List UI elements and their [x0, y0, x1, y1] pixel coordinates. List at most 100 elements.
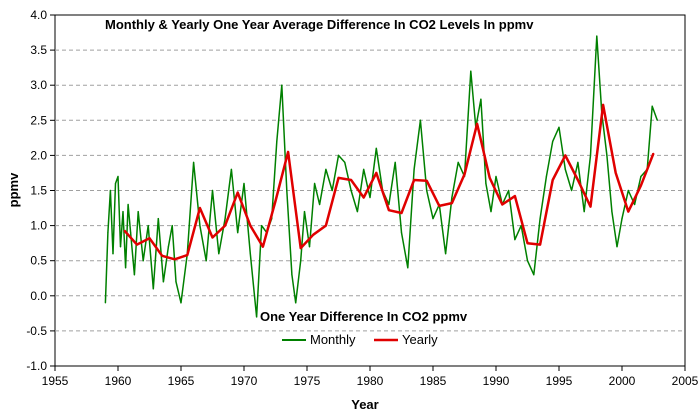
y-tick-label: 1.5 — [30, 184, 47, 198]
y-tick-label: 3.0 — [30, 78, 47, 92]
x-tick-label: 1955 — [42, 374, 69, 388]
data-point-monthly — [276, 140, 278, 142]
data-point-monthly — [400, 232, 403, 234]
y-tick-label: 0.5 — [30, 254, 47, 268]
data-point-monthly — [167, 246, 169, 248]
data-point-monthly — [356, 210, 358, 213]
x-tick-label: 2000 — [609, 374, 636, 388]
data-point-monthly — [616, 246, 618, 248]
data-point-monthly — [495, 175, 497, 178]
legend-label-monthly: Monthly — [310, 332, 356, 347]
axis-ticks: -1.0 -0.5 0.0 0.5 1.0 1.5 2.0 2.5 3.0 3.5 4.0 1955 1… — [26, 8, 698, 388]
data-point-yearly — [476, 123, 478, 125]
data-point-yearly — [237, 192, 239, 194]
data-point-yearly — [552, 179, 554, 181]
data-point-monthly — [640, 175, 642, 178]
data-point-monthly — [249, 253, 251, 255]
data-point-monthly — [313, 182, 316, 185]
y-tick-label: 2.0 — [30, 148, 47, 162]
data-point-monthly — [539, 217, 541, 220]
data-point-monthly — [237, 232, 239, 234]
data-point-monthly — [308, 246, 311, 248]
data-point-monthly — [137, 210, 139, 213]
data-point-yearly — [148, 237, 151, 239]
data-point-monthly — [303, 210, 306, 213]
data-point-monthly — [261, 225, 263, 227]
data-point-monthly — [230, 168, 232, 171]
data-point-monthly — [394, 161, 396, 164]
x-tick-label: 1975 — [294, 374, 321, 388]
x-tick-label: 1960 — [105, 374, 132, 388]
data-point-monthly — [157, 217, 159, 220]
x-tick-label: 1965 — [168, 374, 195, 388]
data-point-monthly — [162, 281, 164, 283]
data-point-monthly — [577, 161, 579, 164]
data-point-monthly — [291, 274, 293, 276]
data-point-monthly — [130, 232, 132, 234]
data-point-yearly — [388, 209, 390, 211]
data-point-monthly — [193, 161, 195, 164]
data-point-monthly — [445, 253, 447, 255]
data-point-monthly — [514, 239, 516, 241]
chart-title: Monthly & Yearly One Year Average Differ… — [105, 17, 534, 32]
data-point-yearly — [589, 206, 592, 208]
y-tick-label: 3.5 — [30, 43, 47, 57]
x-axis-title: Year — [351, 397, 378, 412]
data-point-yearly — [174, 258, 176, 260]
x-tick-label: 1990 — [483, 374, 510, 388]
data-point-yearly — [300, 247, 302, 249]
data-point-monthly — [485, 182, 487, 185]
data-point-monthly — [413, 168, 415, 171]
data-point-yearly — [489, 177, 491, 179]
data-point-yearly — [224, 225, 226, 227]
data-point-monthly — [300, 260, 302, 262]
data-point-monthly — [122, 210, 124, 213]
data-point-monthly — [508, 189, 510, 192]
data-point-yearly — [577, 179, 579, 181]
data-point-monthly — [363, 168, 365, 171]
data-point-monthly — [589, 154, 592, 156]
data-point-yearly — [211, 236, 214, 239]
data-point-monthly — [127, 203, 129, 206]
data-point-yearly — [501, 203, 503, 206]
data-point-monthly — [256, 316, 258, 318]
data-point-monthly — [369, 196, 371, 199]
data-point-monthly — [526, 260, 529, 262]
data-point-monthly — [325, 168, 327, 171]
data-point-monthly — [490, 210, 492, 213]
data-point-monthly — [350, 189, 352, 192]
data-point-yearly — [249, 225, 251, 227]
data-point-monthly — [180, 302, 182, 304]
data-point-monthly — [533, 274, 535, 276]
data-point-yearly — [287, 151, 289, 153]
data-point-yearly — [640, 184, 642, 187]
data-point-monthly — [426, 189, 428, 192]
data-point-yearly — [451, 202, 453, 204]
y-tick-label: 0.0 — [30, 289, 47, 303]
data-point-yearly — [539, 243, 541, 246]
data-point-yearly — [375, 172, 377, 174]
legend-label-yearly: Yearly — [402, 332, 438, 347]
data-point-yearly — [526, 242, 529, 244]
data-point-monthly — [218, 253, 220, 255]
data-point-monthly — [199, 225, 201, 227]
data-point-yearly — [400, 212, 403, 214]
data-point-monthly — [621, 217, 623, 220]
data-point-monthly — [611, 210, 613, 213]
data-point-monthly — [457, 161, 459, 164]
y-tick-label: -1.0 — [26, 359, 47, 373]
data-point-monthly — [656, 119, 658, 121]
data-point-monthly — [152, 288, 154, 290]
x-tick-label: 1970 — [231, 374, 258, 388]
data-point-yearly — [363, 196, 365, 199]
data-point-yearly — [627, 210, 629, 213]
data-point-monthly — [211, 189, 214, 192]
data-point-monthly — [124, 267, 127, 269]
data-point-monthly — [627, 189, 629, 192]
x-tick-label: 1995 — [546, 374, 573, 388]
data-point-yearly — [438, 205, 440, 207]
data-point-monthly — [651, 105, 653, 107]
grid-lines — [55, 49, 685, 332]
data-point-yearly — [602, 104, 604, 106]
